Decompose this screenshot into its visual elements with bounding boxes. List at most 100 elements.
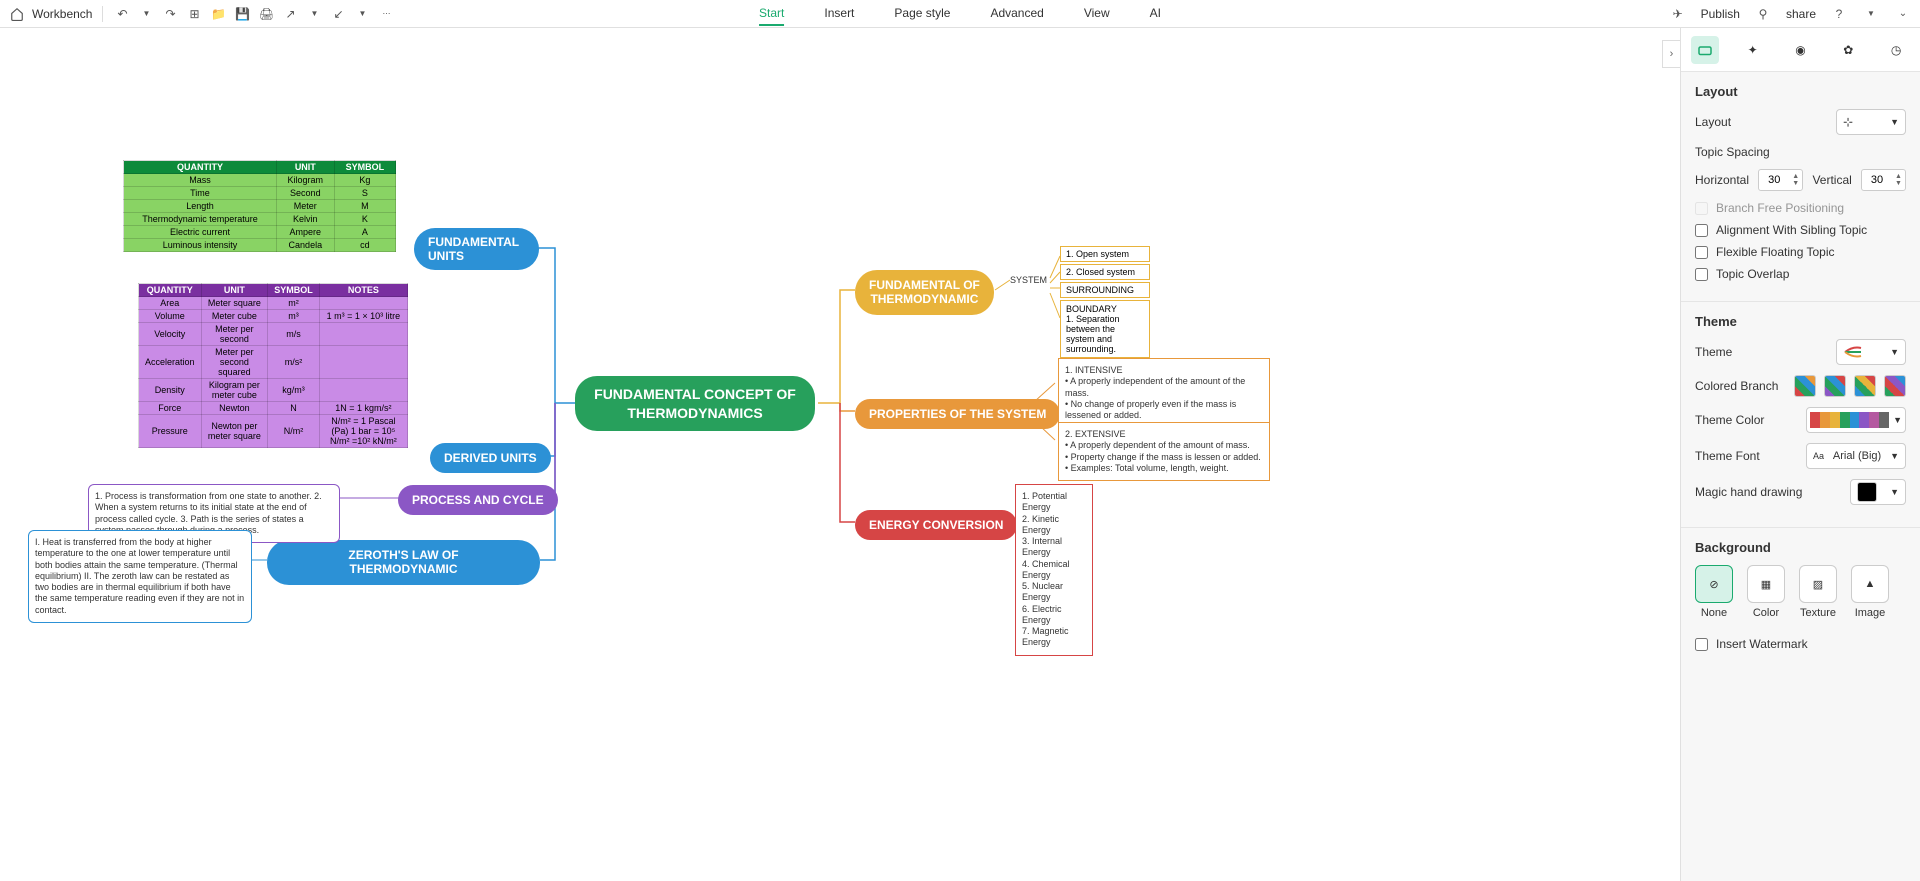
zeroth-note[interactable]: I. Heat is transferred from the body at … <box>28 530 252 623</box>
tab-style-icon[interactable]: ✦ <box>1739 36 1767 64</box>
new-icon[interactable]: ⊞ <box>185 5 203 23</box>
magic-color-swatch <box>1857 482 1877 502</box>
detail-line: 7. Magnetic Energy <box>1022 626 1086 649</box>
table-header: UNIT <box>201 284 268 297</box>
bg-option-icon: ▲ <box>1851 565 1889 603</box>
layout-select[interactable]: ⊹▼ <box>1836 109 1906 135</box>
publish-icon[interactable]: ✈ <box>1669 5 1687 23</box>
flexible-checkbox[interactable]: Flexible Floating Topic <box>1695 245 1906 259</box>
theme-color-select[interactable]: ▼ <box>1806 407 1906 433</box>
publish-label[interactable]: Publish <box>1701 7 1740 21</box>
bg-option-color[interactable]: ▦Color <box>1747 565 1785 619</box>
bg-option-texture[interactable]: ▨Texture <box>1799 565 1837 619</box>
system-item[interactable]: SURROUNDING <box>1060 282 1150 298</box>
horizontal-input[interactable] <box>1759 174 1789 186</box>
print-icon[interactable]: 🖨 <box>257 5 275 23</box>
overlap-checkbox[interactable]: Topic Overlap <box>1695 267 1906 281</box>
detail-line: 5. Nuclear Energy <box>1022 581 1086 604</box>
table-header: SYMBOL <box>334 161 395 174</box>
overflow-icon[interactable]: ⋯ <box>377 5 395 23</box>
colored-branch-label: Colored Branch <box>1695 379 1778 393</box>
bg-option-none[interactable]: ⊘None <box>1695 565 1733 619</box>
tab-layout-icon[interactable] <box>1691 36 1719 64</box>
table-row[interactable]: ForceNewtonN1N = 1 kgm/s² <box>139 402 408 415</box>
menu-view[interactable]: View <box>1084 2 1110 26</box>
branch-style-2[interactable] <box>1824 375 1846 397</box>
theme-color-strip <box>1810 412 1889 428</box>
branch-style-1[interactable] <box>1794 375 1816 397</box>
theme-font-label: Theme Font <box>1695 449 1760 463</box>
system-item[interactable]: 2. Closed system <box>1060 264 1150 280</box>
layout-section-title: Layout <box>1695 84 1906 99</box>
share-label[interactable]: share <box>1786 7 1816 21</box>
table-row[interactable]: TimeSecondS <box>124 187 396 200</box>
central-topic[interactable]: FUNDAMENTAL CONCEPT OF THERMODYNAMICS <box>575 376 815 431</box>
node-process-cycle[interactable]: PROCESS AND CYCLE <box>398 485 558 515</box>
node-properties[interactable]: PROPERTIES OF THE SYSTEM <box>855 399 1060 429</box>
home-icon[interactable] <box>8 5 26 23</box>
chevron-down-icon[interactable]: ⌄ <box>1894 5 1912 23</box>
theme-preview-icon <box>1843 344 1871 360</box>
vertical-spinner[interactable]: ▲▼ <box>1861 169 1906 191</box>
undo-icon[interactable]: ↶ <box>113 5 131 23</box>
help-icon[interactable]: ? <box>1830 5 1848 23</box>
tab-marker-icon[interactable]: ◉ <box>1786 36 1814 64</box>
redo-icon[interactable]: ↷ <box>161 5 179 23</box>
derived-units-table[interactable]: QUANTITYUNITSYMBOLNOTESAreaMeter squarem… <box>138 283 408 448</box>
mindmap-canvas[interactable]: FUNDAMENTAL CONCEPT OF THERMODYNAMICS FU… <box>0 28 1680 881</box>
node-derived-units[interactable]: DERIVED UNITS <box>430 443 551 473</box>
import-icon[interactable]: ↙ <box>329 5 347 23</box>
menu-start[interactable]: Start <box>759 2 784 26</box>
branch-style-3[interactable] <box>1854 375 1876 397</box>
theme-select[interactable]: ▼ <box>1836 339 1906 365</box>
node-fund-thermo[interactable]: FUNDAMENTAL OF THERMODYNAMIC <box>855 270 994 315</box>
open-icon[interactable]: 📁 <box>209 5 227 23</box>
fundamental-units-table[interactable]: QUANTITYUNITSYMBOLMassKilogramKgTimeSeco… <box>123 160 396 252</box>
horizontal-spinner[interactable]: ▲▼ <box>1758 169 1803 191</box>
node-fundamental-units[interactable]: FUNDAMENTAL UNITS <box>414 228 539 270</box>
menu-advanced[interactable]: Advanced <box>990 2 1043 26</box>
menu-ai[interactable]: AI <box>1150 2 1161 26</box>
node-energy[interactable]: ENERGY CONVERSION <box>855 510 1017 540</box>
table-row[interactable]: VelocityMeter per secondm/s <box>139 323 408 346</box>
tab-history-icon[interactable]: ◷ <box>1882 36 1910 64</box>
menu-insert[interactable]: Insert <box>824 2 854 26</box>
save-icon[interactable]: 💾 <box>233 5 251 23</box>
zeroth-note-text: I. Heat is transferred from the body at … <box>35 537 244 615</box>
alignment-checkbox[interactable]: Alignment With Sibling Topic <box>1695 223 1906 237</box>
undo-dropdown-icon[interactable]: ▼ <box>137 5 155 23</box>
table-row[interactable]: LengthMeterM <box>124 200 396 213</box>
table-row[interactable]: PressureNewton per meter squareN/m²N/m² … <box>139 415 408 448</box>
system-label[interactable]: SYSTEM <box>1010 275 1047 285</box>
share-icon[interactable]: ⚲ <box>1754 5 1772 23</box>
export-icon[interactable]: ↗ <box>281 5 299 23</box>
table-row[interactable]: DensityKilogram per meter cubekg/m³ <box>139 379 408 402</box>
menu-page-style[interactable]: Page style <box>894 2 950 26</box>
background-options: ⊘None ▦Color ▨Texture ▲Image <box>1695 565 1906 619</box>
more-dropdown-icon[interactable]: ▼ <box>353 5 371 23</box>
table-row[interactable]: Thermodynamic temperatureKelvinK <box>124 213 396 226</box>
branch-free-checkbox[interactable]: Branch Free Positioning <box>1695 201 1906 215</box>
magic-color-select[interactable]: ▼ <box>1850 479 1906 505</box>
bg-option-image[interactable]: ▲Image <box>1851 565 1889 619</box>
system-item[interactable]: 1. Open system <box>1060 246 1150 262</box>
table-row[interactable]: AccelerationMeter per second squaredm/s² <box>139 346 408 379</box>
tab-clipart-icon[interactable]: ✿ <box>1834 36 1862 64</box>
table-row[interactable]: Luminous intensityCandelacd <box>124 239 396 252</box>
system-items[interactable]: 1. Open system 2. Closed system SURROUNDIN… <box>1060 246 1150 358</box>
table-row[interactable]: AreaMeter squarem² <box>139 297 408 310</box>
theme-font-select[interactable]: Aa Arial (Big) ▼ <box>1806 443 1906 469</box>
table-row[interactable]: VolumeMeter cubem³1 m³ = 1 × 10³ litre <box>139 310 408 323</box>
panel-collapse-button[interactable]: › <box>1662 40 1680 68</box>
bg-option-label: Texture <box>1800 607 1836 619</box>
vertical-input[interactable] <box>1862 174 1892 186</box>
node-zeroth-law[interactable]: ZEROTH'S LAW OF THERMODYNAMIC <box>267 540 540 585</box>
export-dropdown-icon[interactable]: ▼ <box>305 5 323 23</box>
table-row[interactable]: Electric currentAmpereA <box>124 226 396 239</box>
help-dropdown-icon[interactable]: ▼ <box>1862 5 1880 23</box>
branch-style-4[interactable] <box>1884 375 1906 397</box>
energy-list-box[interactable]: 1. Potential Energy2. Kinetic Energy3. I… <box>1015 484 1093 656</box>
watermark-checkbox[interactable]: Insert Watermark <box>1695 637 1906 651</box>
table-row[interactable]: MassKilogramKg <box>124 174 396 187</box>
extensive-box[interactable]: 2. EXTENSIVE • A properly dependent of t… <box>1058 422 1270 481</box>
